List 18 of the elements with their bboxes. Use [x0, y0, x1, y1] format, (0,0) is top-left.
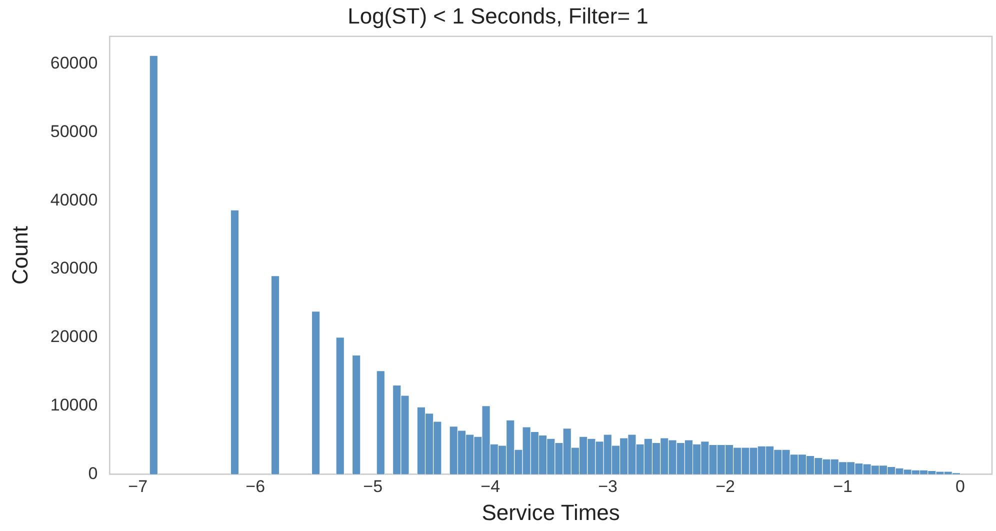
chart-title: Log(ST) < 1 Seconds, Filter= 1 — [348, 3, 648, 28]
x-tick-label: −2 — [716, 477, 735, 496]
x-tick-label: 0 — [956, 477, 966, 496]
x-tick-label: −3 — [598, 477, 618, 496]
y-tick-label: 20000 — [50, 327, 98, 346]
y-tick-label: 50000 — [50, 122, 98, 141]
x-tick-label: −1 — [833, 477, 852, 496]
x-axis-title: Service Times — [482, 500, 620, 525]
y-tick-label: 30000 — [50, 258, 98, 278]
y-tick-label: 0 — [88, 464, 98, 483]
x-tick-label: −7 — [128, 477, 148, 496]
y-tick-label: 60000 — [50, 53, 98, 72]
x-tick-label: −5 — [363, 477, 383, 496]
y-tick-label: 10000 — [50, 395, 98, 414]
x-tick-label: −6 — [246, 477, 266, 496]
y-tick-label: 40000 — [50, 190, 98, 210]
x-tick-label: −4 — [480, 477, 500, 496]
y-axis-title: Count — [7, 226, 32, 285]
